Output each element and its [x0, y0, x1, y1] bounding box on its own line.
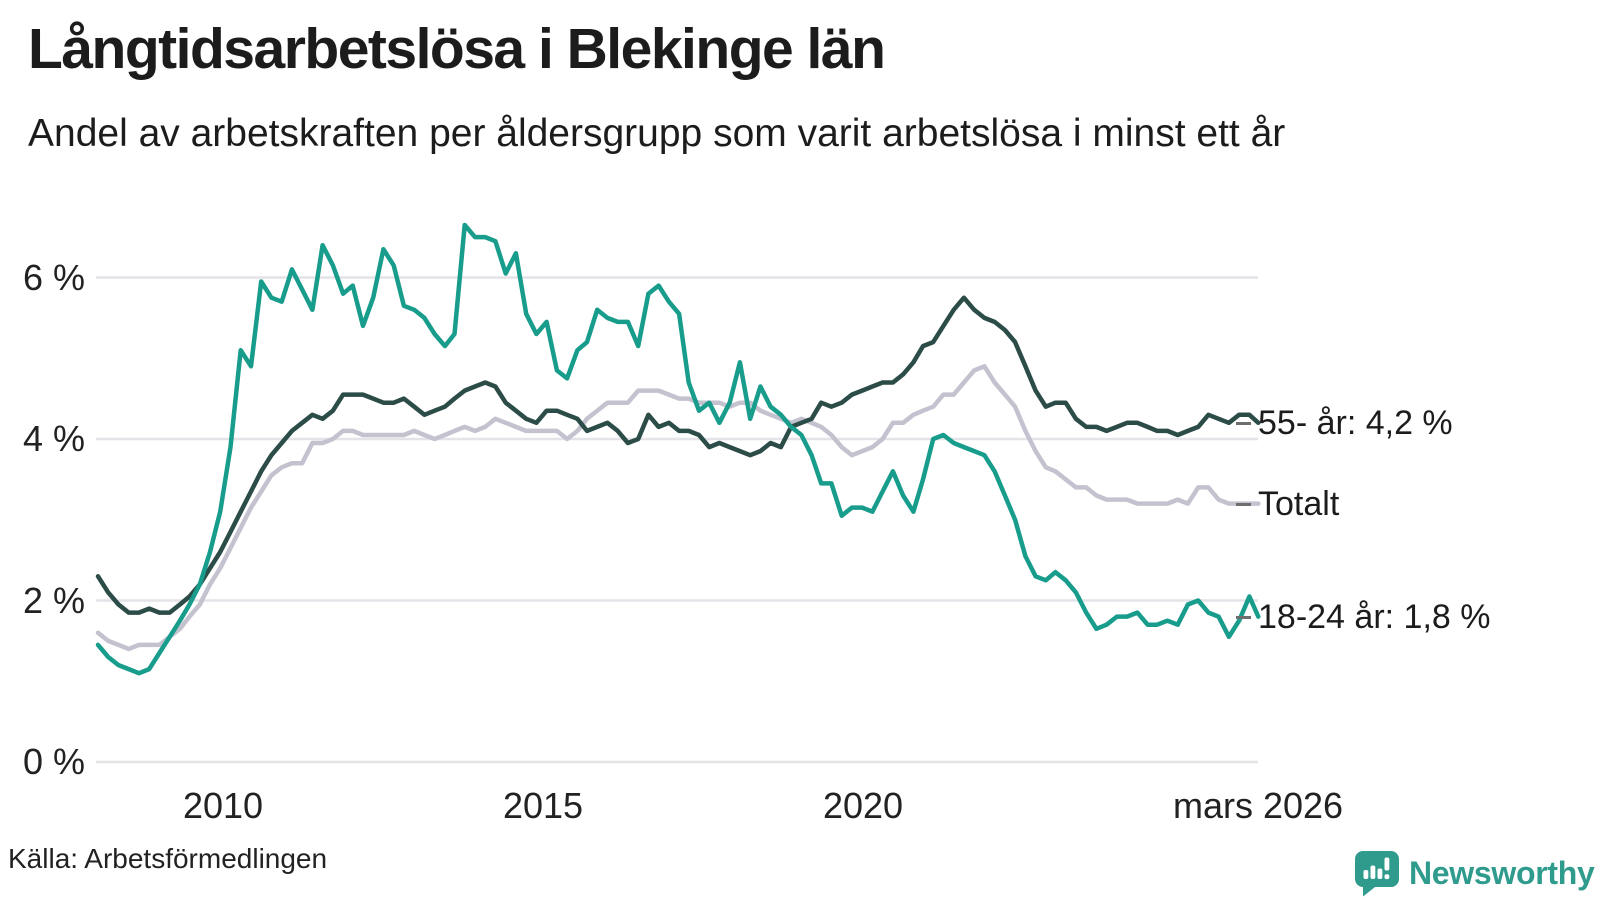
- newsworthy-bubble-chart-icon: [1355, 851, 1399, 897]
- y-tick-0: 0 %: [22, 741, 85, 782]
- newsworthy-wordmark: Newsworthy: [1409, 855, 1595, 891]
- series-label-55-text: 55- år: 4,2 %: [1258, 403, 1453, 442]
- label-tick-dash: [1236, 502, 1251, 506]
- y-tick-2: 2 %: [22, 580, 85, 621]
- newsworthy-logo: Newsworthy: [1354, 850, 1595, 897]
- series-label-totalt-text: Totalt: [1258, 484, 1340, 523]
- series-label-55: 55- år: 4,2 %: [1236, 401, 1453, 445]
- source-note: Källa: Arbetsförmedlingen: [8, 843, 328, 874]
- y-tick-4: 4 %: [22, 418, 85, 459]
- x-tick-2020: 2020: [822, 785, 904, 826]
- line-totalt: [95, 364, 1261, 652]
- series-label-totalt: Totalt: [1236, 482, 1339, 526]
- label-tick-dash: [1236, 421, 1251, 425]
- x-tick-mars-2026: mars 2026: [1172, 785, 1344, 826]
- line-age1824: [95, 222, 1261, 676]
- y-tick-6: 6 %: [22, 257, 85, 298]
- label-tick-dash: [1236, 615, 1251, 619]
- page-title: Långtidsarbetslösa i Blekinge län: [28, 17, 886, 81]
- series-label-18-24-text: 18-24 år: 1,8 %: [1258, 597, 1491, 636]
- x-tick-2010: 2010: [182, 785, 264, 826]
- page-subtitle: Andel av arbetskraften per åldersgrupp s…: [28, 112, 1286, 155]
- line-age55: [95, 295, 1261, 615]
- x-tick-2015: 2015: [502, 785, 584, 826]
- series-label-18-24: 18-24 år: 1,8 %: [1236, 595, 1490, 639]
